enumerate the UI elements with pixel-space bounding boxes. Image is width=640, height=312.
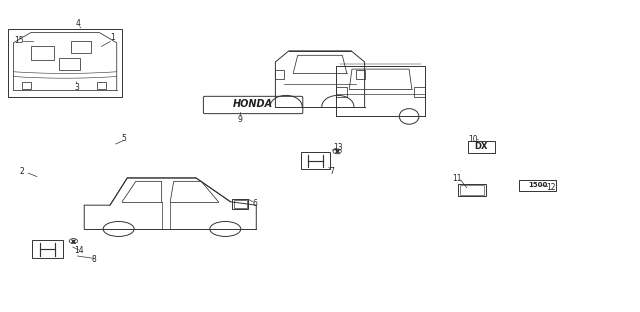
Bar	[8, 29, 122, 97]
Text: 8: 8	[92, 255, 96, 264]
Text: 10: 10	[468, 135, 477, 144]
Text: 2: 2	[19, 167, 24, 176]
Bar	[32, 241, 63, 258]
Text: 12: 12	[546, 183, 556, 192]
Bar	[31, 46, 54, 60]
Bar	[71, 41, 92, 53]
Text: 4: 4	[76, 18, 80, 27]
Bar	[460, 185, 484, 195]
Bar	[60, 58, 80, 70]
Bar	[520, 179, 556, 191]
Bar	[336, 87, 347, 97]
Bar	[301, 152, 330, 169]
Bar	[234, 200, 246, 208]
Text: DX: DX	[474, 142, 488, 151]
Text: 7: 7	[329, 167, 334, 176]
Text: 1500: 1500	[528, 183, 548, 188]
Text: HONDA: HONDA	[233, 99, 273, 109]
Text: 3: 3	[74, 84, 79, 92]
Bar	[468, 140, 495, 153]
Text: 5: 5	[122, 134, 126, 143]
Text: 9: 9	[238, 115, 243, 124]
Bar	[232, 198, 248, 209]
Text: 15: 15	[15, 36, 24, 45]
Bar	[22, 82, 31, 89]
Bar	[356, 70, 365, 79]
Bar	[458, 184, 486, 196]
Text: 13: 13	[333, 143, 342, 152]
Bar	[97, 82, 106, 89]
Text: 6: 6	[253, 199, 257, 208]
Text: 1: 1	[111, 33, 115, 42]
Bar	[415, 87, 425, 97]
Text: 14: 14	[74, 246, 84, 255]
Bar	[275, 70, 284, 79]
Text: 11: 11	[452, 174, 461, 183]
